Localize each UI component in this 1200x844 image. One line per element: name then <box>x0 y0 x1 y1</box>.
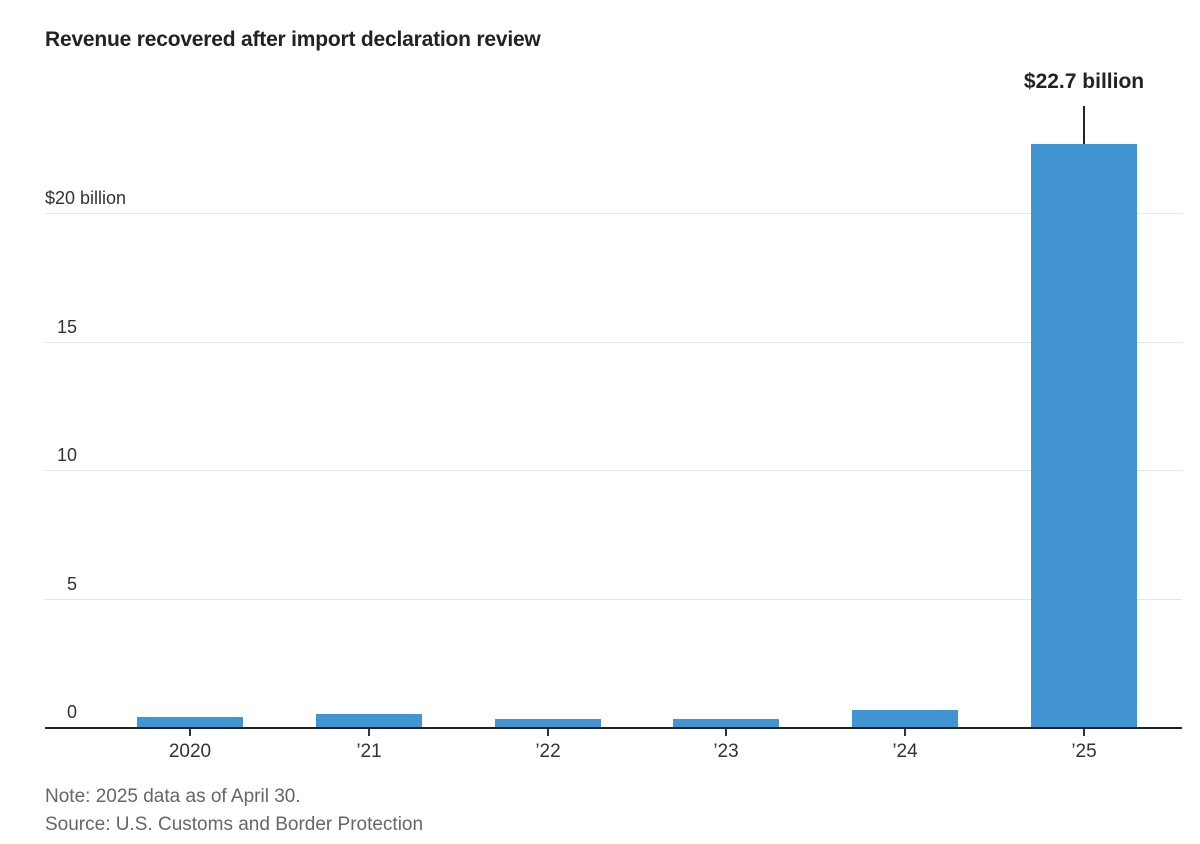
annotation-pointer-line <box>1083 106 1085 144</box>
y-axis-tick-label: 10 <box>56 445 77 465</box>
bar-21 <box>316 714 422 727</box>
bar-23 <box>673 719 779 727</box>
x-axis-tick <box>189 729 191 736</box>
x-axis-tick <box>904 729 906 736</box>
x-axis-tick <box>368 729 370 736</box>
x-axis-tick-label: 2020 <box>168 741 212 762</box>
bar-24 <box>852 710 958 727</box>
x-axis-line <box>45 727 1182 729</box>
gridline-15 <box>45 342 1182 343</box>
x-axis-tick <box>547 729 549 736</box>
annotation-label: $22.7 billion <box>1023 70 1145 93</box>
chart-source: Source: U.S. Customs and Border Protecti… <box>45 814 424 835</box>
chart-note: Note: 2025 data as of April 30. <box>45 786 301 807</box>
y-axis-tick-label: $20 billion <box>45 188 127 208</box>
bar-25 <box>1031 144 1137 727</box>
bar-2020 <box>137 717 243 727</box>
gridline-5 <box>45 599 1182 600</box>
x-axis-tick <box>1083 729 1085 736</box>
bar-22 <box>495 719 601 727</box>
x-axis-tick-label: ’21 <box>356 741 382 762</box>
y-axis-tick-label: 0 <box>66 702 77 722</box>
plot-area: 0 5 10 15 $20 billion 2020 ’21 ’22 ’23 ’24 ’25 $2… <box>45 0 1182 780</box>
x-axis-tick-label: ’24 <box>892 741 918 762</box>
y-axis-tick-label: 15 <box>56 317 77 337</box>
x-axis-tick <box>725 729 727 736</box>
y-axis-tick-label: 5 <box>66 574 77 594</box>
x-axis-tick-label: ’23 <box>713 741 739 762</box>
gridline-10 <box>45 470 1182 471</box>
chart-title: Revenue recovered after import declarati… <box>45 28 541 51</box>
x-axis-tick-label: ’22 <box>535 741 561 762</box>
gridline-20 <box>45 213 1182 214</box>
x-axis-tick-label: ’25 <box>1071 741 1097 762</box>
